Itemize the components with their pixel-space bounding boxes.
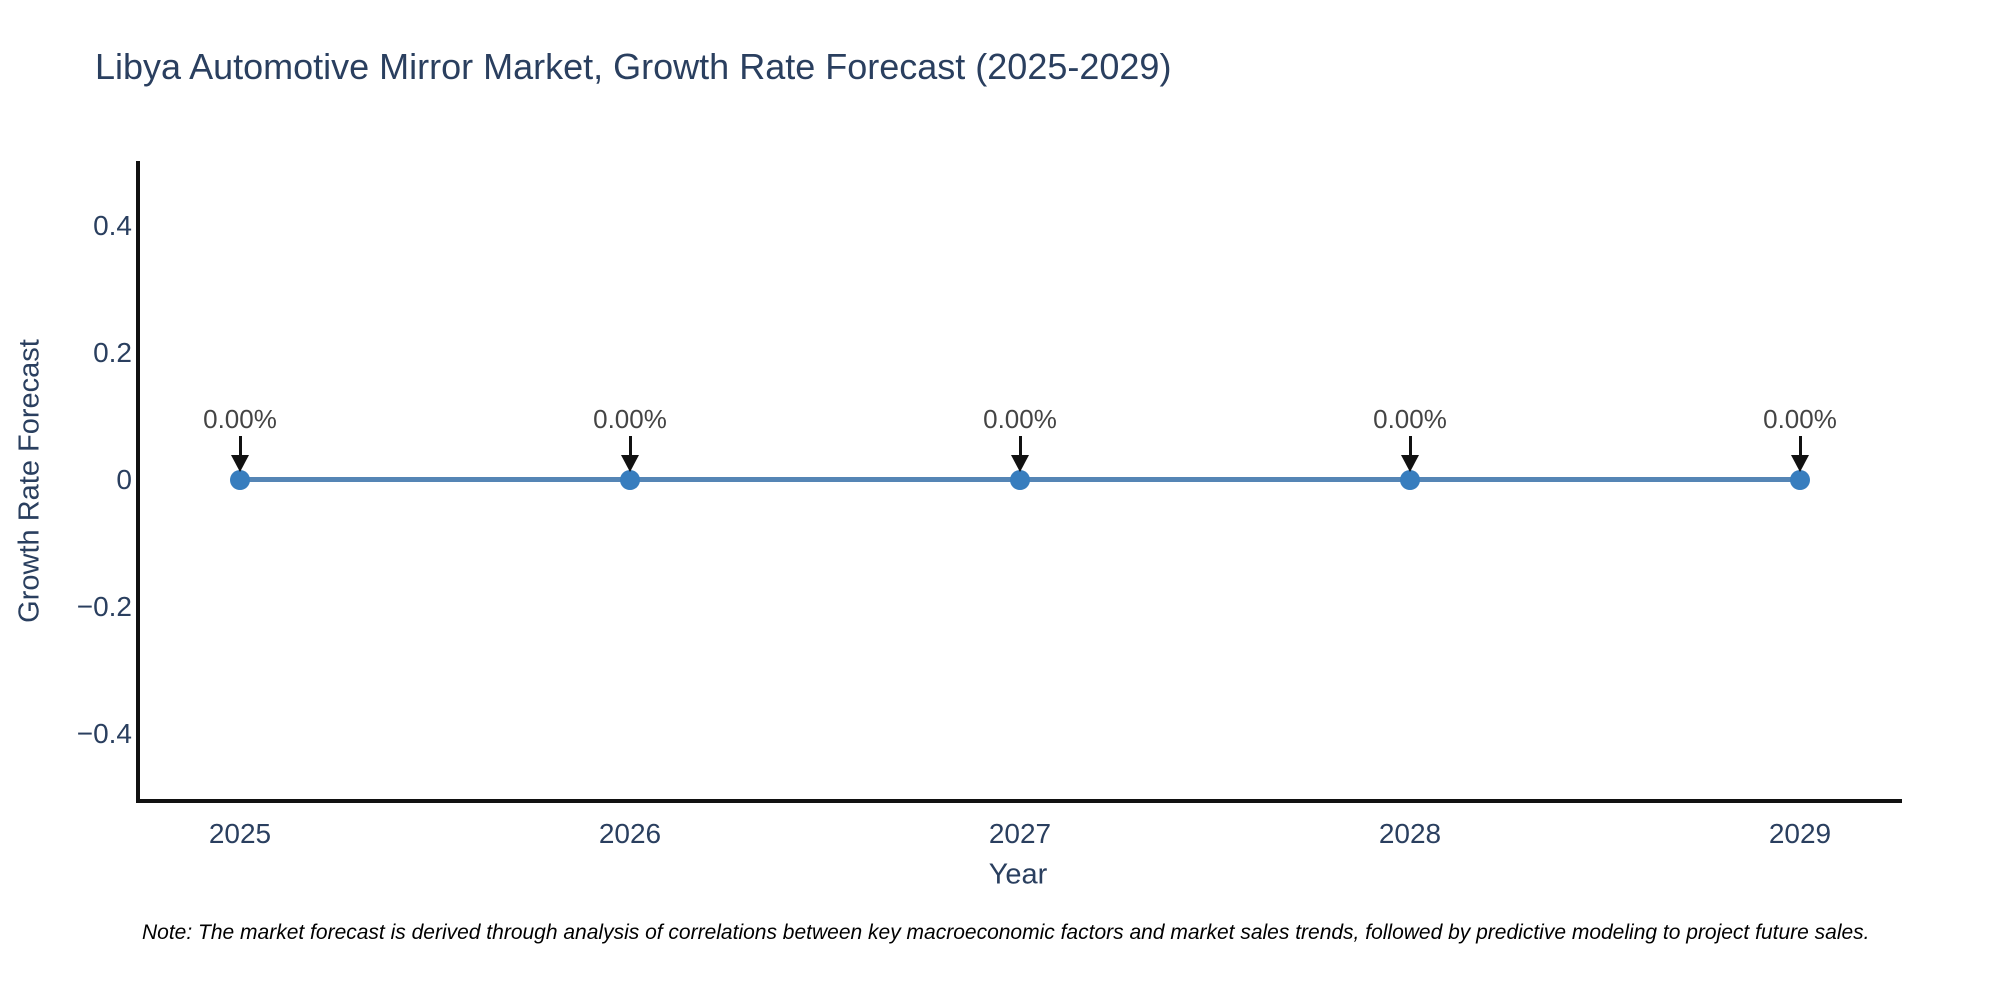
annotation-arrow-head-icon (1011, 455, 1029, 472)
data-point-marker (230, 470, 250, 490)
footnote: Note: The market forecast is derived thr… (142, 921, 1870, 944)
data-point-marker (1790, 470, 1810, 490)
annotation-arrow-shaft (1408, 436, 1412, 457)
annotation-arrow-head-icon (1791, 455, 1809, 472)
x-tick-label: 2025 (208, 818, 272, 849)
annotation-arrow-shaft (238, 436, 242, 457)
annotation-arrow-shaft (628, 436, 632, 457)
point-value-label: 0.00% (1763, 404, 1837, 434)
annotation-arrow-head-icon (621, 455, 639, 472)
x-axis-title: Year (988, 858, 1048, 891)
x-tick-label: 2029 (1768, 818, 1832, 849)
x-axis-line (136, 799, 1902, 803)
point-value-label: 0.00% (983, 404, 1057, 434)
y-tick-label: −0.4 (76, 718, 132, 749)
annotation-arrow-shaft (1018, 436, 1022, 457)
annotation-arrow-shaft (1798, 436, 1802, 457)
data-point-marker (1010, 470, 1030, 490)
annotation-arrow-head-icon (231, 455, 249, 472)
x-tick-label: 2027 (988, 818, 1052, 849)
data-point-marker (1400, 470, 1420, 490)
data-point-marker (620, 470, 640, 490)
y-tick-label: 0.4 (93, 210, 132, 241)
y-tick-label: −0.2 (76, 591, 132, 622)
point-value-label: 0.00% (203, 404, 277, 434)
chart-title: Libya Automotive Mirror Market, Growth R… (95, 46, 1172, 87)
annotation-arrow-head-icon (1401, 455, 1419, 472)
x-tick-label: 2026 (598, 818, 662, 849)
point-value-label: 0.00% (1373, 404, 1447, 434)
y-axis-line (136, 161, 140, 803)
y-tick-label: 0 (116, 464, 132, 495)
y-tick-label: 0.2 (93, 337, 132, 368)
x-tick-label: 2028 (1378, 818, 1442, 849)
point-value-label: 0.00% (593, 404, 667, 434)
